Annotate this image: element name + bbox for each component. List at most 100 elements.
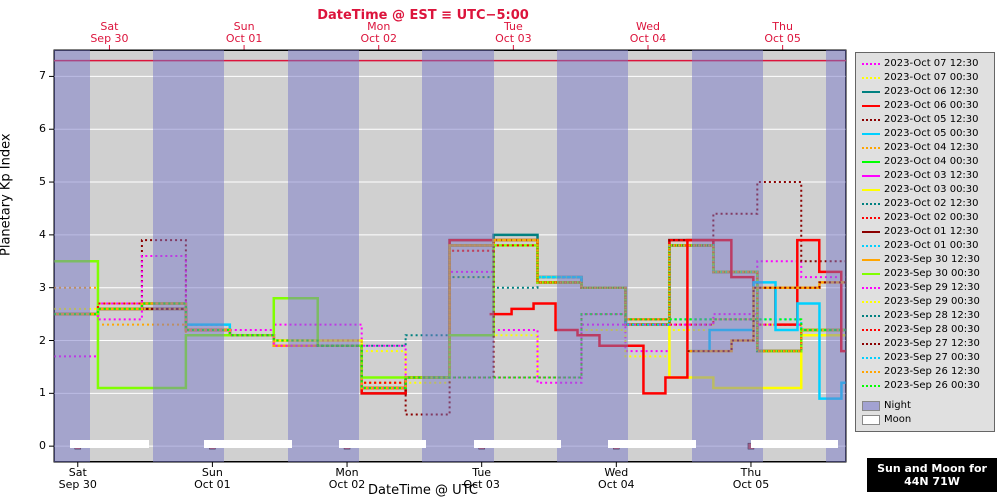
legend-label: 2023-Sep 27 12:30 xyxy=(884,337,980,351)
legend-swatch xyxy=(862,273,880,275)
legend-swatch xyxy=(862,401,880,411)
sun-moon-info: Sun and Moon for 44N 71W xyxy=(867,458,997,492)
legend-label: Night xyxy=(884,399,911,413)
legend-label: 2023-Sep 27 00:30 xyxy=(884,351,980,365)
legend-swatch xyxy=(862,133,880,135)
legend-swatch xyxy=(862,259,880,261)
legend-swatch xyxy=(862,147,880,149)
legend-label: 2023-Sep 26 12:30 xyxy=(884,365,980,379)
legend-label: 2023-Oct 02 00:30 xyxy=(884,211,979,225)
legend-label: 2023-Oct 03 00:30 xyxy=(884,183,979,197)
chart-svg-layer xyxy=(0,0,1001,500)
legend-item: 2023-Oct 05 00:30 xyxy=(862,127,988,141)
legend-item: Moon xyxy=(862,413,988,427)
y-tick-label: 6 xyxy=(39,122,46,135)
legend-swatch xyxy=(862,231,880,233)
legend-swatch xyxy=(862,175,880,177)
sun-moon-line1: Sun and Moon for xyxy=(873,462,991,475)
legend-item: 2023-Sep 26 00:30 xyxy=(862,379,988,393)
legend-label: 2023-Sep 30 12:30 xyxy=(884,253,980,267)
night-band xyxy=(54,50,90,462)
legend-item: 2023-Sep 28 00:30 xyxy=(862,323,988,337)
legend-label: 2023-Sep 28 12:30 xyxy=(884,309,980,323)
legend-swatch xyxy=(862,217,880,219)
legend-item: 2023-Oct 02 00:30 xyxy=(862,211,988,225)
x-top-tick-label: Oct 05 xyxy=(753,32,813,45)
legend-label: 2023-Sep 28 00:30 xyxy=(884,323,980,337)
legend-item: 2023-Oct 07 12:30 xyxy=(862,57,988,71)
x-tick-label: Oct 04 xyxy=(586,478,646,491)
y-tick-label: 4 xyxy=(39,228,46,241)
legend-label: 2023-Sep 29 00:30 xyxy=(884,295,980,309)
legend-label: 2023-Oct 02 12:30 xyxy=(884,197,979,211)
legend-item: 2023-Oct 04 12:30 xyxy=(862,141,988,155)
legend-swatch xyxy=(862,161,880,163)
legend-label: 2023-Oct 07 12:30 xyxy=(884,57,979,71)
legend-label: 2023-Oct 04 00:30 xyxy=(884,155,979,169)
legend-label: 2023-Oct 06 00:30 xyxy=(884,99,979,113)
x-tick-label: Oct 03 xyxy=(452,478,512,491)
legend-swatch xyxy=(862,315,880,317)
legend-item: 2023-Oct 01 00:30 xyxy=(862,239,988,253)
legend-item: 2023-Oct 06 00:30 xyxy=(862,99,988,113)
legend-label: 2023-Sep 29 12:30 xyxy=(884,281,980,295)
legend-item: 2023-Oct 03 00:30 xyxy=(862,183,988,197)
legend-label: 2023-Oct 01 12:30 xyxy=(884,225,979,239)
legend-item: 2023-Sep 30 12:30 xyxy=(862,253,988,267)
x-top-tick-label: Oct 04 xyxy=(618,32,678,45)
x-tick-label: Oct 05 xyxy=(721,478,781,491)
legend-swatch xyxy=(862,77,880,79)
moon-band xyxy=(339,440,426,448)
legend-item: 2023-Sep 29 00:30 xyxy=(862,295,988,309)
legend-label: 2023-Oct 05 00:30 xyxy=(884,127,979,141)
moon-band xyxy=(474,440,561,448)
legend-swatch xyxy=(862,245,880,247)
moon-band xyxy=(70,440,149,448)
legend-label: Moon xyxy=(884,413,911,427)
legend-swatch xyxy=(862,343,880,345)
night-band xyxy=(422,50,493,462)
legend-item: 2023-Oct 03 12:30 xyxy=(862,169,988,183)
legend-item: 2023-Oct 02 12:30 xyxy=(862,197,988,211)
legend-swatch xyxy=(862,91,880,93)
night-band xyxy=(692,50,763,462)
y-tick-label: 0 xyxy=(39,439,46,452)
legend-label: 2023-Sep 26 00:30 xyxy=(884,379,980,393)
x-top-tick-label: Oct 03 xyxy=(483,32,543,45)
legend: 2023-Oct 07 12:302023-Oct 07 00:302023-O… xyxy=(855,52,995,432)
legend-swatch xyxy=(862,357,880,359)
legend-swatch xyxy=(862,189,880,191)
legend-item: 2023-Sep 27 12:30 xyxy=(862,337,988,351)
x-top-tick-label: Oct 01 xyxy=(214,32,274,45)
night-band xyxy=(557,50,628,462)
y-tick-label: 7 xyxy=(39,69,46,82)
legend-label: 2023-Oct 07 00:30 xyxy=(884,71,979,85)
legend-swatch xyxy=(862,105,880,107)
legend-swatch xyxy=(862,203,880,205)
legend-label: 2023-Oct 06 12:30 xyxy=(884,85,979,99)
x-tick-label: Oct 02 xyxy=(317,478,377,491)
legend-label: 2023-Oct 01 00:30 xyxy=(884,239,979,253)
y-tick-label: 2 xyxy=(39,334,46,347)
moon-band xyxy=(751,440,838,448)
legend-swatch xyxy=(862,385,880,387)
legend-swatch xyxy=(862,371,880,373)
y-tick-label: 3 xyxy=(39,281,46,294)
legend-swatch xyxy=(862,329,880,331)
moon-band xyxy=(608,440,695,448)
legend-label: 2023-Oct 03 12:30 xyxy=(884,169,979,183)
legend-item: 2023-Oct 05 12:30 xyxy=(862,113,988,127)
legend-item: 2023-Oct 01 12:30 xyxy=(862,225,988,239)
moon-band xyxy=(204,440,291,448)
legend-item: Night xyxy=(862,399,988,413)
night-band xyxy=(153,50,224,462)
legend-swatch xyxy=(862,119,880,121)
legend-swatch xyxy=(862,301,880,303)
legend-label: 2023-Sep 30 00:30 xyxy=(884,267,980,281)
legend-item: 2023-Oct 04 00:30 xyxy=(862,155,988,169)
legend-item: 2023-Oct 07 00:30 xyxy=(862,71,988,85)
sun-moon-line2: 44N 71W xyxy=(873,475,991,488)
legend-label: 2023-Oct 05 12:30 xyxy=(884,113,979,127)
y-tick-label: 1 xyxy=(39,386,46,399)
legend-item: 2023-Sep 28 12:30 xyxy=(862,309,988,323)
